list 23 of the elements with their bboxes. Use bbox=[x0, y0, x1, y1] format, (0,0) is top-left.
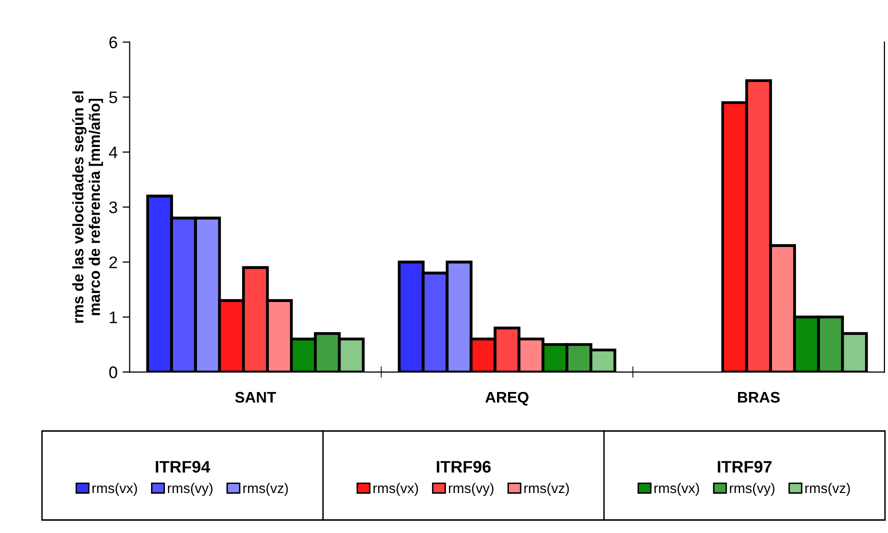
legend-label: rms(vx) bbox=[92, 482, 137, 496]
legend-label: rms(vx) bbox=[373, 482, 418, 496]
legend-label: rms(vz) bbox=[805, 482, 850, 496]
y-tick-label: 1 bbox=[110, 312, 118, 324]
x-tick-label: AREQ bbox=[485, 392, 528, 406]
text: ITRF94 bbox=[156, 460, 210, 473]
y-tick-label: 3 bbox=[109, 201, 118, 214]
y-axis-title: rms de las velocidades según el marco de referencia [mm/año] bbox=[72, 91, 104, 323]
y-tick-label: 4 bbox=[108, 146, 118, 158]
legend-label: rms(vy) bbox=[730, 482, 774, 496]
text: ITRF96 bbox=[436, 460, 491, 473]
legend-label: rms(vz) bbox=[243, 482, 288, 496]
y-tick-label: 2 bbox=[109, 256, 118, 268]
y-tick-label: 6 bbox=[109, 36, 118, 48]
x-tick-label: SANT bbox=[235, 392, 276, 403]
legend-label: rms(vz) bbox=[524, 482, 569, 496]
text: ITRF97 bbox=[718, 460, 772, 473]
y-tick-label: 0 bbox=[109, 366, 118, 378]
legend-label: rms(vx) bbox=[654, 482, 699, 496]
legend-label: rms(vy) bbox=[168, 482, 212, 496]
x-tick-label: BRAS bbox=[738, 392, 780, 403]
legend-label: rms(vy) bbox=[448, 482, 494, 496]
y-tick-label: 5 bbox=[109, 92, 118, 104]
